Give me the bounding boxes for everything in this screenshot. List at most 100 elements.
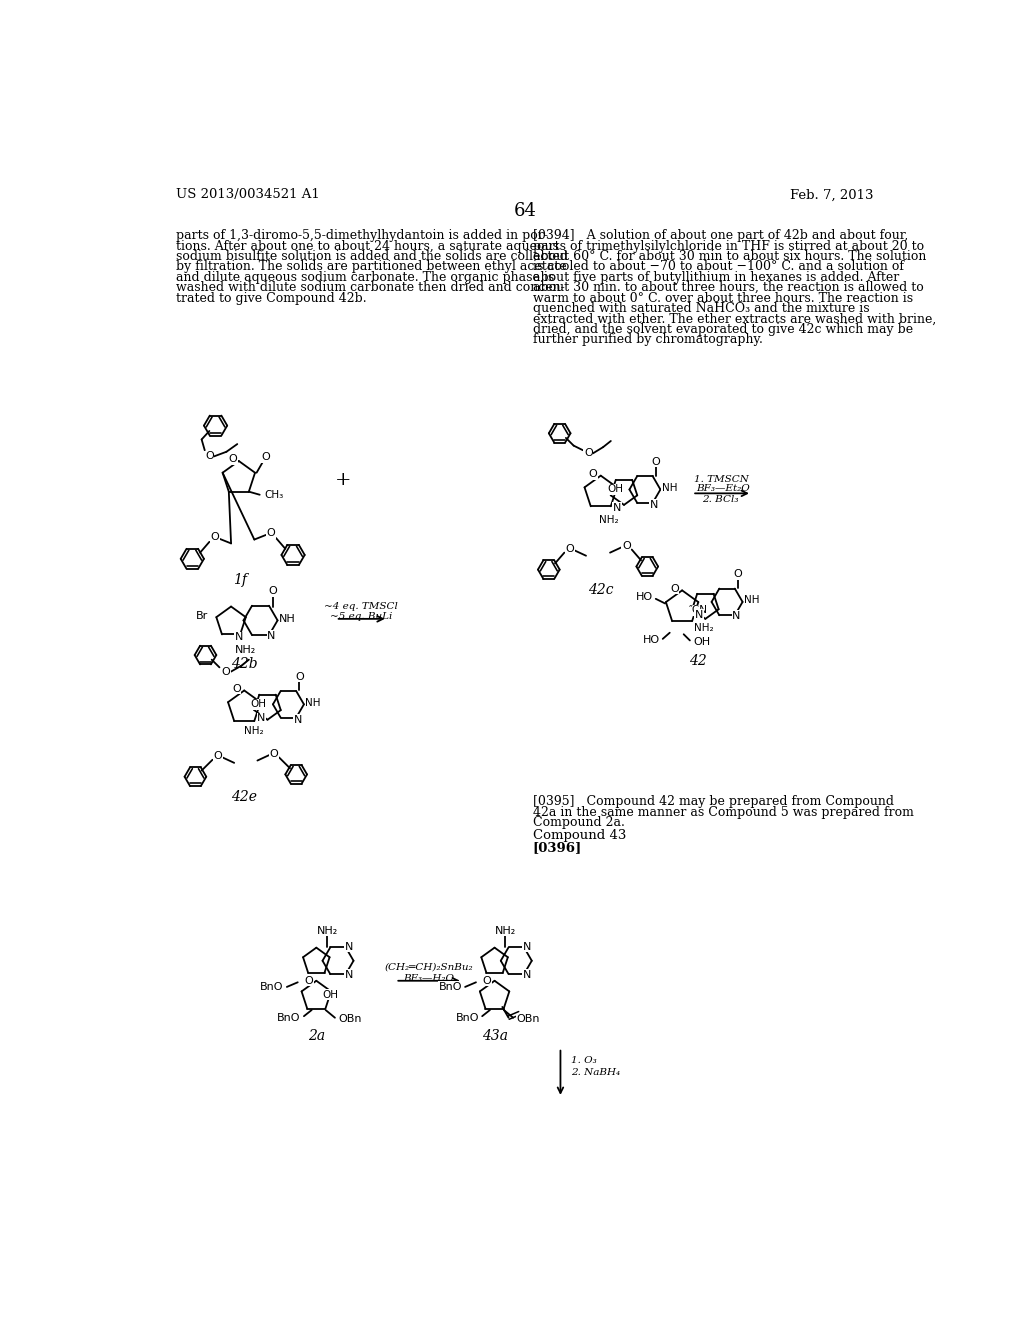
Text: 1. O₃: 1. O₃ xyxy=(571,1056,597,1065)
Text: O: O xyxy=(733,569,742,579)
Text: US 2013/0034521 A1: US 2013/0034521 A1 xyxy=(176,189,319,202)
Text: NH₂: NH₂ xyxy=(495,925,516,936)
Text: O: O xyxy=(266,528,275,539)
Text: O: O xyxy=(221,667,230,677)
Text: BnO: BnO xyxy=(260,982,284,991)
Text: 42a in the same manner as Compound 5 was prepared from: 42a in the same manner as Compound 5 was… xyxy=(532,805,913,818)
Text: O: O xyxy=(670,583,679,594)
Text: further purified by chromatography.: further purified by chromatography. xyxy=(532,333,763,346)
Text: O: O xyxy=(584,449,593,458)
Text: ~4 eq. TMSCl: ~4 eq. TMSCl xyxy=(325,602,398,611)
Text: 42c: 42c xyxy=(588,582,613,597)
Text: N: N xyxy=(267,631,275,640)
Text: HO: HO xyxy=(643,635,660,645)
Text: O: O xyxy=(210,532,219,543)
Text: O: O xyxy=(565,544,574,554)
Text: 42: 42 xyxy=(689,655,707,668)
Text: NH: NH xyxy=(280,614,296,624)
Text: O: O xyxy=(482,975,492,986)
Text: 64: 64 xyxy=(513,202,537,220)
Text: O: O xyxy=(228,454,237,465)
Text: N: N xyxy=(695,610,703,620)
Text: washed with dilute sodium carbonate then dried and concen-: washed with dilute sodium carbonate then… xyxy=(176,281,565,294)
Text: N: N xyxy=(523,942,531,952)
Text: N: N xyxy=(523,970,531,979)
Text: O: O xyxy=(622,541,631,550)
Text: O: O xyxy=(589,469,597,479)
Text: OH: OH xyxy=(323,990,339,999)
Text: NH: NH xyxy=(305,698,321,708)
Text: OBn: OBn xyxy=(338,1014,361,1024)
Text: OH: OH xyxy=(251,700,266,709)
Text: N: N xyxy=(234,632,243,643)
Text: OBn: OBn xyxy=(516,1014,540,1024)
Text: BnO: BnO xyxy=(456,1012,479,1023)
Text: O: O xyxy=(269,748,279,759)
Text: N: N xyxy=(257,713,265,723)
Text: OH: OH xyxy=(693,638,710,647)
Text: about 60° C. for about 30 min to about six hours. The solution: about 60° C. for about 30 min to about s… xyxy=(532,249,926,263)
Text: N: N xyxy=(345,942,353,952)
Text: BnO: BnO xyxy=(438,982,462,991)
Text: NH: NH xyxy=(662,483,678,492)
Text: N: N xyxy=(732,611,740,620)
Text: BnO: BnO xyxy=(278,1012,301,1023)
Text: O: O xyxy=(295,672,304,681)
Text: is cooled to about −70 to about −100° C. and a solution of: is cooled to about −70 to about −100° C.… xyxy=(532,260,903,273)
Text: N: N xyxy=(294,714,302,725)
Text: 2. BCl₃: 2. BCl₃ xyxy=(701,495,738,504)
Text: parts of trimethylsilylchloride in THF is stirred at about 20 to: parts of trimethylsilylchloride in THF i… xyxy=(532,240,924,252)
Text: ″CN: ″CN xyxy=(688,606,708,615)
Text: 1. TMSCN: 1. TMSCN xyxy=(694,475,750,484)
Text: 2. NaBH₄: 2. NaBH₄ xyxy=(571,1068,621,1077)
Text: Br: Br xyxy=(196,611,208,620)
Text: dried, and the solvent evaporated to give 42c which may be: dried, and the solvent evaporated to giv… xyxy=(532,323,912,335)
Text: sodium bisulfite solution is added and the solids are collected: sodium bisulfite solution is added and t… xyxy=(176,249,568,263)
Text: O: O xyxy=(268,586,278,597)
Text: OH: OH xyxy=(607,484,623,495)
Text: [0394]   A solution of about one part of 42b and about four,: [0394] A solution of about one part of 4… xyxy=(532,230,908,243)
Text: tions. After about one to about 24 hours, a saturate aqueous: tions. After about one to about 24 hours… xyxy=(176,240,559,252)
Text: quenched with saturated NaHCO₃ and the mixture is: quenched with saturated NaHCO₃ and the m… xyxy=(532,302,869,315)
Text: O: O xyxy=(214,751,222,760)
Text: extracted with ether. The ether extracts are washed with brine,: extracted with ether. The ether extracts… xyxy=(532,313,936,326)
Text: N: N xyxy=(650,500,658,510)
Text: by filtration. The solids are partitioned between ethyl acetate: by filtration. The solids are partitione… xyxy=(176,260,566,273)
Text: Compound 2a.: Compound 2a. xyxy=(532,816,625,829)
Text: NH₂: NH₂ xyxy=(599,515,618,525)
Text: NH₂: NH₂ xyxy=(244,726,263,735)
Text: BF₃—Et₂O: BF₃—Et₂O xyxy=(696,484,750,494)
Text: NH₂: NH₂ xyxy=(234,644,256,655)
Text: Compound 43: Compound 43 xyxy=(532,829,626,842)
Text: N: N xyxy=(612,503,622,513)
Text: 42e: 42e xyxy=(231,789,257,804)
Text: [0396]: [0396] xyxy=(532,841,582,854)
Text: [0395]   Compound 42 may be prepared from Compound: [0395] Compound 42 may be prepared from … xyxy=(532,795,894,808)
Text: O: O xyxy=(205,451,214,462)
Text: NH: NH xyxy=(744,595,760,606)
Text: O: O xyxy=(651,457,660,467)
Text: about 30 min. to about three hours, the reaction is allowed to: about 30 min. to about three hours, the … xyxy=(532,281,924,294)
Text: +: + xyxy=(335,471,351,490)
Text: and dilute aqueous sodium carbonate. The organic phase is: and dilute aqueous sodium carbonate. The… xyxy=(176,271,554,284)
Text: Feb. 7, 2013: Feb. 7, 2013 xyxy=(791,189,873,202)
Text: O: O xyxy=(304,975,313,986)
Text: BF₃—H₂O: BF₃—H₂O xyxy=(403,974,455,983)
Text: trated to give Compound 42b.: trated to give Compound 42b. xyxy=(176,292,367,305)
Text: 2a: 2a xyxy=(308,1030,325,1043)
Text: (CH₂═CH)₂SnBu₂: (CH₂═CH)₂SnBu₂ xyxy=(384,964,473,972)
Text: 43a: 43a xyxy=(481,1030,508,1043)
Text: about five parts of butyllithium in hexanes is added. After: about five parts of butyllithium in hexa… xyxy=(532,271,899,284)
Text: N: N xyxy=(345,970,353,979)
Text: 1f: 1f xyxy=(233,573,248,586)
Text: O: O xyxy=(261,453,270,462)
Text: warm to about 0° C. over about three hours. The reaction is: warm to about 0° C. over about three hou… xyxy=(532,292,912,305)
Text: 42b: 42b xyxy=(231,657,258,672)
Text: NH₂: NH₂ xyxy=(316,925,338,936)
Text: NH₂: NH₂ xyxy=(694,623,714,634)
Text: CH₃: CH₃ xyxy=(264,490,284,500)
Text: O: O xyxy=(232,684,241,694)
Text: parts of 1,3-diromo-5,5-dimethylhydantoin is added in por-: parts of 1,3-diromo-5,5-dimethylhydantoi… xyxy=(176,230,548,243)
Text: HO: HO xyxy=(636,593,652,602)
Text: ~5 eq. BuLi: ~5 eq. BuLi xyxy=(330,612,392,620)
